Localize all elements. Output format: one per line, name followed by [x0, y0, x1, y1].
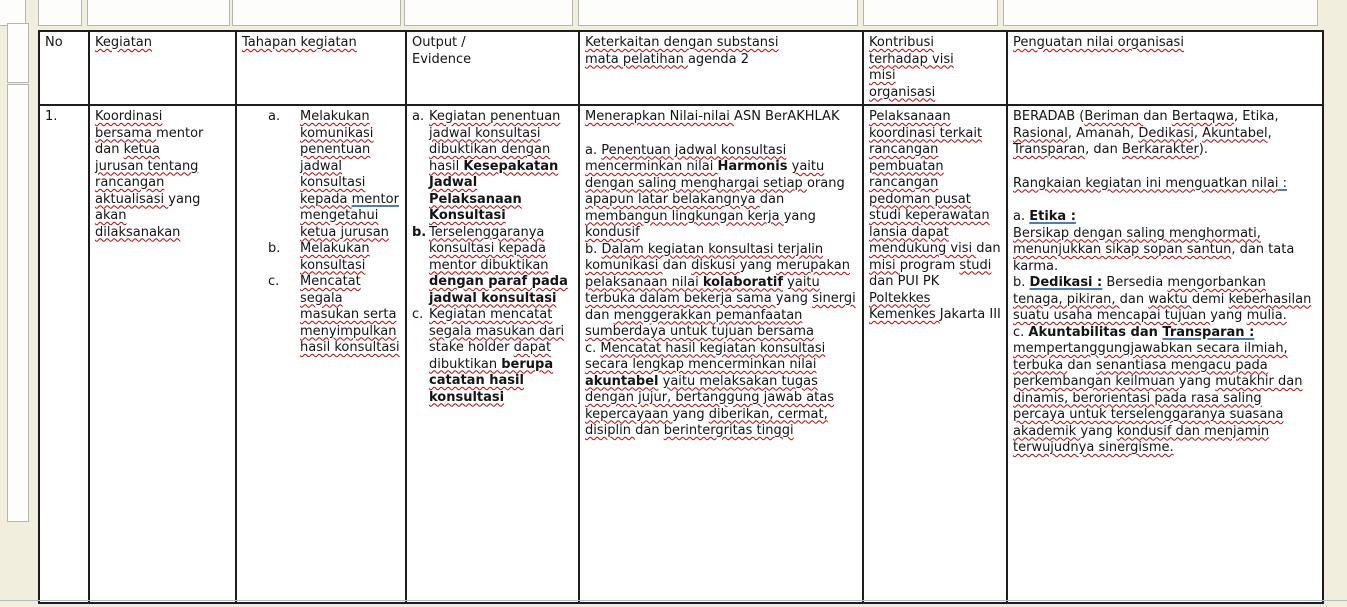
list-marker: b.	[268, 241, 281, 256]
header-cell-kegiatan: Kegiatan	[88, 30, 237, 106]
list-item-text: Melakukan konsultasi	[300, 241, 370, 273]
column-header: Tahapan kegiatan	[242, 35, 357, 50]
header-cell-kontribusi: Kontribusi terhadap visi misi organisasi	[862, 30, 1008, 106]
header-cell-output: Output / Evidence	[405, 30, 580, 106]
cell-penguatan: BERADAB (Beriman dan Bertaqwa, Etika, Ra…	[1006, 104, 1324, 604]
paragraph: Bersikap dengan saling menghormati, menu…	[1013, 225, 1295, 274]
header-row: No Kegiatan Tahapan kegiatan Output / Ev…	[38, 30, 1324, 106]
list-item-text: Kegiatan penentuan jadwal konsultasi dib…	[429, 109, 561, 223]
paragraph: Rangkaian kegiatan ini menguatkan nilai …	[1013, 175, 1287, 191]
list-marker: b.	[412, 224, 427, 240]
list-marker: a.	[268, 109, 281, 124]
list-item: b. Melakukan konsultasi	[242, 241, 400, 274]
paragraph: a. Penentuan jadwal konsultasi mencermin…	[585, 142, 845, 241]
cropped-table-cell	[1003, 0, 1318, 26]
list-item-text: Melakukan komunikasi penentuan jadwal ko…	[300, 109, 399, 240]
header-cell-no: No	[38, 30, 90, 106]
list-item: c. Mencatat segala masukan serta menyimp…	[242, 274, 400, 357]
activity-matrix-table: No Kegiatan Tahapan kegiatan Output / Ev…	[38, 30, 1324, 604]
paragraph: Menerapkan Nilai-nilai ASN BerAKHLAK	[585, 109, 840, 124]
page-boundary-line	[0, 600, 1347, 601]
cell-kontribusi: Pelaksanaan koordinasi terkait rancangan…	[862, 104, 1008, 604]
body-row-1: 1. Koordinasi bersama mentor dan ketua j…	[38, 104, 1324, 604]
list-item: a. Kegiatan penentuan jadwal konsultasi …	[412, 109, 573, 225]
paragraph: c. Mencatat hasil kegiatan konsultasi se…	[585, 340, 835, 439]
header-cell-tahapan: Tahapan kegiatan	[235, 30, 407, 106]
list-item-text: Mencatat segala masukan serta menyimpulk…	[300, 274, 400, 355]
cell-output: a. Kegiatan penentuan jadwal konsultasi …	[405, 104, 580, 604]
column-header: Output / Evidence	[412, 35, 472, 67]
cropped-table-cell	[0, 0, 26, 26]
cropped-table-cell	[863, 0, 998, 26]
cell-tahapan: a. Melakukan komunikasi penentuan jadwal…	[235, 104, 407, 604]
header-cell-penguatan: Penguatan nilai organisasi	[1006, 30, 1324, 106]
cropped-table-cell	[87, 0, 230, 26]
cropped-left-cell	[7, 23, 29, 83]
paragraph: b. Dedikasi : Bersedia mengorbankan tena…	[1013, 275, 1312, 323]
paragraph: c. Akuntabilitas dan Transparan : memper…	[1013, 324, 1303, 456]
list-item: c. Kegiatan mencatat segala masukan dari…	[412, 307, 573, 406]
cropped-table-cell	[404, 0, 573, 26]
column-header: Kegiatan	[95, 35, 153, 50]
cropped-left-cell	[7, 84, 29, 522]
list-marker: a.	[412, 109, 425, 124]
list-item: b. Terselenggaranya konsultasi kepada me…	[412, 225, 573, 308]
column-header: Keterkaitan dengan substansi mata pelati…	[585, 35, 779, 67]
cell-no: 1.	[38, 104, 90, 604]
cropped-table-cell	[38, 0, 82, 26]
list-item-text: Kegiatan mencatat segala masukan dari st…	[429, 307, 565, 405]
paragraph: BERADAB (Beriman dan Bertaqwa, Etika, Ra…	[1013, 109, 1279, 157]
list-item-text: Terselenggaranya konsultasi kepada mento…	[429, 224, 568, 306]
column-header: No	[45, 35, 63, 50]
cropped-table-cell	[578, 0, 858, 26]
row-number: 1.	[45, 109, 58, 124]
paragraph: b. Dalam kegiatan konsultasi terjalin ko…	[585, 241, 856, 340]
cell-keterkaitan: Menerapkan Nilai-nilai ASN BerAKHLAK a. …	[578, 104, 864, 604]
header-cell-keterkaitan: Keterkaitan dengan substansi mata pelati…	[578, 30, 864, 106]
kegiatan-text: Koordinasi bersama mentor dan ketua juru…	[95, 109, 204, 240]
paragraph: a. Etika :	[1013, 209, 1076, 224]
cell-kegiatan: Koordinasi bersama mentor dan ketua juru…	[88, 104, 237, 604]
cropped-table-cell	[232, 0, 401, 26]
kontribusi-text: Pelaksanaan koordinasi terkait rancangan…	[869, 109, 1001, 322]
column-header: Penguatan nilai organisasi	[1013, 35, 1184, 50]
list-marker: c.	[268, 274, 280, 289]
list-item: a. Melakukan komunikasi penentuan jadwal…	[242, 109, 400, 241]
list-marker: c.	[412, 307, 424, 322]
column-header: Kontribusi terhadap visi misi organisasi	[869, 35, 954, 100]
